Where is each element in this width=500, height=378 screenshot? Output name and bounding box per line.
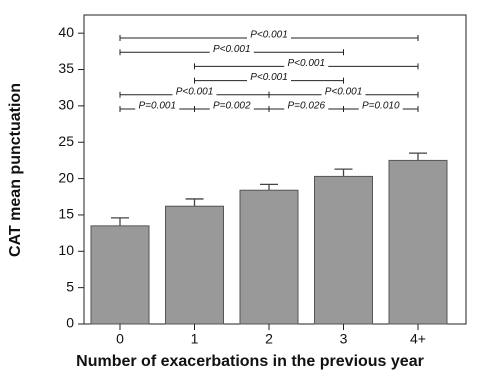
x-axis-label: Number of exacerbations in the previous … <box>76 353 424 370</box>
y-tick-label: 0 <box>66 315 74 331</box>
y-tick-label: 10 <box>58 242 74 258</box>
y-tick-label: 15 <box>58 206 74 222</box>
bar <box>239 189 299 325</box>
y-tick-label: 5 <box>66 278 74 294</box>
bar <box>90 225 150 325</box>
bar <box>388 159 448 325</box>
bracket-label: P=0.002 <box>213 101 251 112</box>
y-tick-label: 25 <box>58 133 74 149</box>
bracket-label-bg <box>321 88 366 96</box>
bracket-label: P=0.001 <box>138 101 176 112</box>
bracket-label: P<0.001 <box>325 86 363 97</box>
bar <box>165 205 224 325</box>
bracket-label: P=0.026 <box>287 101 325 112</box>
y-tick-label: 20 <box>58 169 74 185</box>
x-tick-label: 0 <box>116 331 124 347</box>
bracket-label-bg <box>209 46 254 54</box>
x-tick-label: 2 <box>265 331 273 347</box>
bracket-label: P=0.010 <box>362 101 400 112</box>
bracket-label-bg <box>284 60 329 68</box>
bracket-label: P<0.001 <box>250 30 288 41</box>
bracket-label: P<0.001 <box>213 44 251 55</box>
bracket-label-bg <box>284 103 329 110</box>
bracket-label-bg <box>172 88 217 96</box>
bracket-label-bg <box>247 74 291 82</box>
y-tick-label: 40 <box>58 24 74 40</box>
bracket-label-bg <box>358 103 403 110</box>
bracket-label: P<0.001 <box>176 86 214 97</box>
bracket-label: P<0.001 <box>250 72 288 83</box>
bracket-label-bg <box>247 32 291 39</box>
x-tick-label: 1 <box>191 331 199 347</box>
bracket-label-bg <box>209 103 254 110</box>
x-tick-label: 3 <box>340 331 348 347</box>
y-tick-label: 35 <box>58 60 74 76</box>
y-axis-label: CAT mean punctuation <box>7 83 24 257</box>
bar <box>314 175 373 325</box>
x-tick-label: 4+ <box>410 331 426 347</box>
y-tick-label: 30 <box>58 97 74 113</box>
bracket-label: P<0.001 <box>287 58 325 69</box>
bracket-label-bg <box>135 103 180 110</box>
